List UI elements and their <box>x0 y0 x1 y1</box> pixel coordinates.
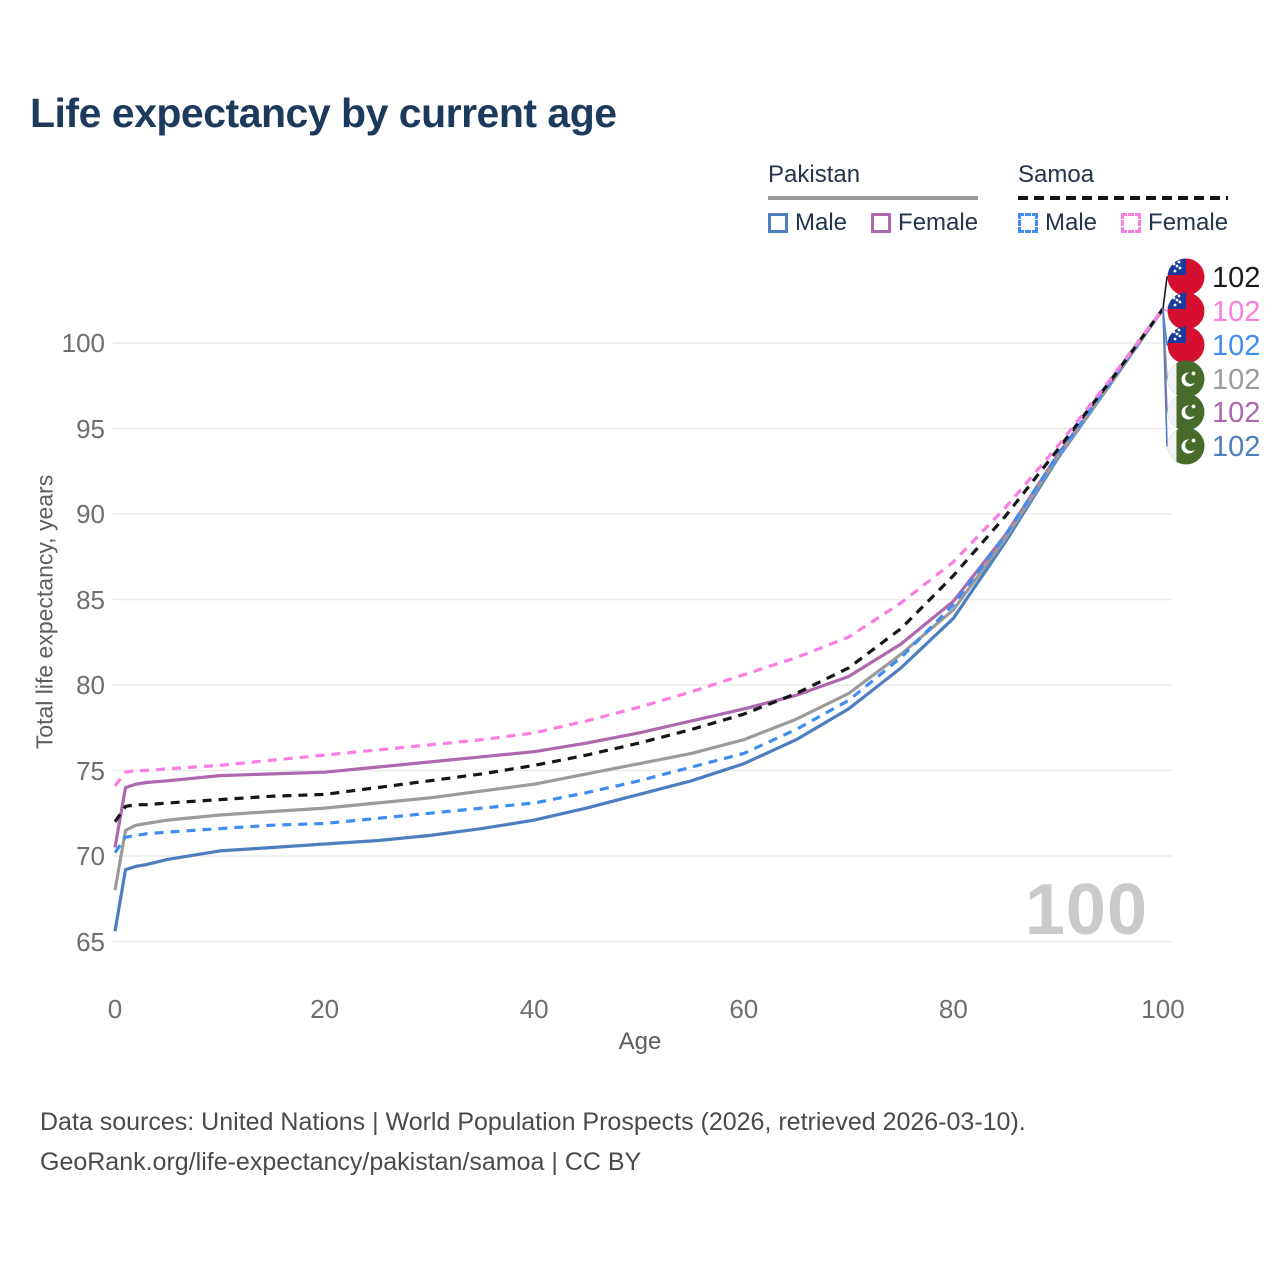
end-label-connector <box>1162 308 1168 447</box>
legend-title-pakistan[interactable]: Pakistan <box>768 161 979 201</box>
legend-swatch-icon <box>1018 213 1038 234</box>
y-tick-label: 65 <box>76 926 105 957</box>
x-tick-label: 80 <box>938 994 968 1024</box>
pakistan-flag-icon <box>1167 427 1205 465</box>
end-value-label: 102 <box>1212 364 1260 396</box>
y-tick-label: 100 <box>61 328 105 358</box>
y-tick-label: 95 <box>76 413 105 444</box>
legend-item-label: Female <box>898 209 979 237</box>
series-line-pakistan-all[interactable] <box>113 307 1165 891</box>
end-value-label: 102 <box>1212 397 1260 429</box>
samoa-flag-icon <box>1167 292 1205 330</box>
x-tick-label: 40 <box>519 994 549 1024</box>
data-sources-text: Data sources: United Nations | World Pop… <box>40 1108 1026 1136</box>
legend-item-label: Female <box>1148 209 1229 237</box>
x-tick-label: 100 <box>1141 994 1185 1024</box>
end-value-label: 102 <box>1212 262 1260 294</box>
legend-group-pakistan: Pakistan Male Female <box>768 161 979 237</box>
series-line-samoa-all[interactable] <box>113 307 1165 823</box>
page-title: Life expectancy by current age <box>30 90 617 136</box>
legend-item-pakistan-male[interactable]: Male <box>768 209 847 237</box>
x-tick-label: 0 <box>107 994 123 1024</box>
pakistan-flag-icon <box>1167 393 1205 431</box>
y-tick-label: 75 <box>76 755 105 786</box>
attribution-link-text[interactable]: GeoRank.org/life-expectancy/pakistan/sam… <box>40 1148 642 1176</box>
legend-items-samoa: Male Female <box>1018 209 1228 237</box>
age-counter-watermark: 100 <box>1024 870 1148 950</box>
legend-item-label: Male <box>795 209 848 237</box>
legend-title-label[interactable]: Pakistan <box>768 161 861 188</box>
y-axis-title: Total life expectancy, years <box>31 474 58 750</box>
series-line-samoa-female[interactable] <box>113 307 1165 787</box>
legend-items-pakistan: Male Female <box>768 209 978 237</box>
samoa-underline-dashed <box>1018 196 1229 201</box>
series-line-pakistan-male[interactable] <box>113 307 1165 932</box>
y-tick-label: 70 <box>76 841 105 871</box>
legend-group-samoa: Samoa Male Female <box>1018 161 1229 237</box>
end-value-label: 102 <box>1212 330 1260 362</box>
legend-item-pakistan-female[interactable]: Female <box>871 209 978 237</box>
end-value-label: 102 <box>1212 296 1260 328</box>
series-line-samoa-male[interactable] <box>113 307 1165 854</box>
legend-swatch-icon <box>871 213 892 234</box>
pakistan-flag-icon <box>1167 360 1205 398</box>
samoa-flag-icon <box>1167 326 1205 364</box>
legend-item-samoa-female[interactable]: Female <box>1121 209 1228 237</box>
series-line-pakistan-female[interactable] <box>113 307 1165 848</box>
legend-item-label: Male <box>1045 209 1098 237</box>
end-label-connector <box>1162 276 1168 309</box>
legend-swatch-icon <box>768 213 788 234</box>
pakistan-underline-solid <box>768 196 979 201</box>
y-tick-label: 90 <box>76 499 105 529</box>
legend-item-samoa-male[interactable]: Male <box>1018 209 1097 237</box>
legend-title-samoa[interactable]: Samoa <box>1018 161 1229 201</box>
samoa-flag-icon <box>1167 258 1205 296</box>
y-tick-label: 85 <box>76 584 105 615</box>
end-value-label: 102 <box>1212 431 1260 463</box>
legend-swatch-icon <box>1121 213 1142 234</box>
y-tick-label: 80 <box>76 670 105 700</box>
x-tick-label: 20 <box>310 994 340 1024</box>
legend-title-label[interactable]: Samoa <box>1018 161 1095 188</box>
end-label-connector <box>1162 308 1168 312</box>
x-tick-label: 60 <box>729 994 759 1024</box>
x-axis-title: Age <box>618 1028 662 1055</box>
